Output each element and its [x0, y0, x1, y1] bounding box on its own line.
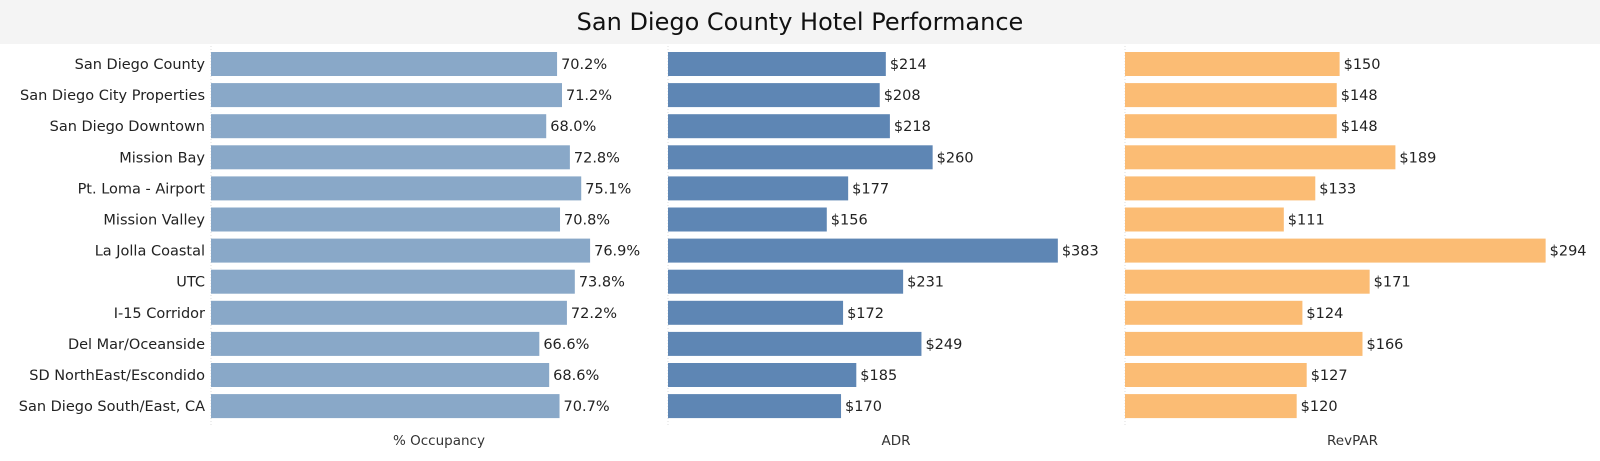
- bar: [668, 52, 886, 76]
- category-label: UTC: [176, 275, 205, 291]
- data-label: 68.0%: [550, 119, 596, 135]
- bar: [1125, 238, 1546, 263]
- bar: [668, 363, 857, 387]
- axis-title: RevPAR: [1327, 433, 1378, 449]
- category-label: San Diego Downtown: [50, 119, 205, 135]
- bar: [211, 363, 550, 387]
- title-bar: [0, 0, 1600, 44]
- data-label: $148: [1341, 119, 1378, 135]
- bar: [211, 83, 562, 108]
- bar: [1125, 176, 1316, 201]
- bar: [1125, 207, 1284, 232]
- data-label: $231: [907, 275, 944, 291]
- bar: [211, 145, 570, 170]
- data-label: $177: [852, 181, 889, 197]
- data-label: $148: [1341, 88, 1378, 104]
- data-label: $133: [1319, 181, 1356, 197]
- bar: [211, 207, 561, 232]
- category-label: La Jolla Coastal: [95, 244, 205, 260]
- data-label: 70.2%: [561, 57, 607, 73]
- axis-title: % Occupancy: [393, 433, 485, 449]
- data-label: $124: [1306, 306, 1343, 322]
- data-label: 68.6%: [553, 368, 599, 384]
- bar: [211, 300, 567, 325]
- bar: [1125, 331, 1363, 356]
- bar: [668, 145, 933, 170]
- bar: [668, 269, 904, 294]
- bar: [668, 331, 922, 356]
- category-label: I-15 Corridor: [114, 306, 205, 322]
- bar: [668, 83, 880, 108]
- bar: [1125, 145, 1396, 170]
- bar: [211, 394, 560, 419]
- bar: [668, 114, 890, 139]
- data-label: $218: [894, 119, 931, 135]
- data-label: 70.7%: [564, 399, 610, 415]
- bar: [1125, 114, 1337, 139]
- bar: [1125, 394, 1297, 419]
- bar: [668, 207, 827, 232]
- data-label: $171: [1374, 275, 1411, 291]
- data-label: $120: [1301, 399, 1338, 415]
- category-label: Mission Bay: [119, 150, 205, 166]
- bar: [1125, 300, 1303, 325]
- data-label: $111: [1288, 213, 1325, 229]
- bar: [1125, 269, 1370, 294]
- bar: [211, 331, 540, 356]
- bar: [1125, 363, 1307, 387]
- data-label: $170: [845, 399, 882, 415]
- data-label: $260: [937, 150, 974, 166]
- bar: [668, 300, 844, 325]
- data-label: $156: [831, 213, 868, 229]
- data-label: $166: [1367, 337, 1404, 353]
- category-label: SD NorthEast/Escondido: [29, 368, 205, 384]
- data-label: $185: [860, 368, 897, 384]
- axis-title: ADR: [881, 433, 910, 449]
- category-label: Pt. Loma - Airport: [78, 181, 206, 197]
- bar: [1125, 52, 1340, 76]
- data-label: $294: [1550, 244, 1587, 260]
- data-label: 75.1%: [585, 181, 631, 197]
- data-label: 70.8%: [564, 213, 610, 229]
- category-label: Del Mar/Oceanside: [68, 337, 205, 353]
- chart-area: San Diego County San Diego City Propertie…: [19, 46, 1587, 449]
- category-label: San Diego City Properties: [20, 88, 205, 104]
- bar: [1125, 83, 1337, 108]
- data-label: 71.2%: [566, 88, 612, 104]
- bar: [211, 114, 547, 139]
- data-label: $150: [1344, 57, 1381, 73]
- category-label: San Diego County: [75, 57, 206, 73]
- bar: [211, 52, 558, 76]
- bar: [668, 176, 849, 201]
- data-label: $172: [847, 306, 884, 322]
- bar: [668, 394, 842, 419]
- data-label: 66.6%: [543, 337, 589, 353]
- category-label: Mission Valley: [103, 213, 205, 229]
- data-label: $214: [890, 57, 927, 73]
- data-label: $189: [1399, 150, 1436, 166]
- data-label: 73.8%: [579, 275, 625, 291]
- bar: [668, 238, 1058, 263]
- data-label: $249: [925, 337, 962, 353]
- bar: [211, 269, 575, 294]
- data-label: 72.2%: [571, 306, 617, 322]
- data-label: 76.9%: [594, 244, 640, 260]
- category-label: San Diego South/East, CA: [19, 399, 205, 415]
- bar: [211, 176, 582, 201]
- data-label: 72.8%: [574, 150, 620, 166]
- data-label: $208: [884, 88, 921, 104]
- data-label: $127: [1311, 368, 1348, 384]
- data-label: $383: [1062, 244, 1099, 260]
- chart-title: San Diego County Hotel Performance: [576, 8, 1024, 36]
- bar: [211, 238, 591, 263]
